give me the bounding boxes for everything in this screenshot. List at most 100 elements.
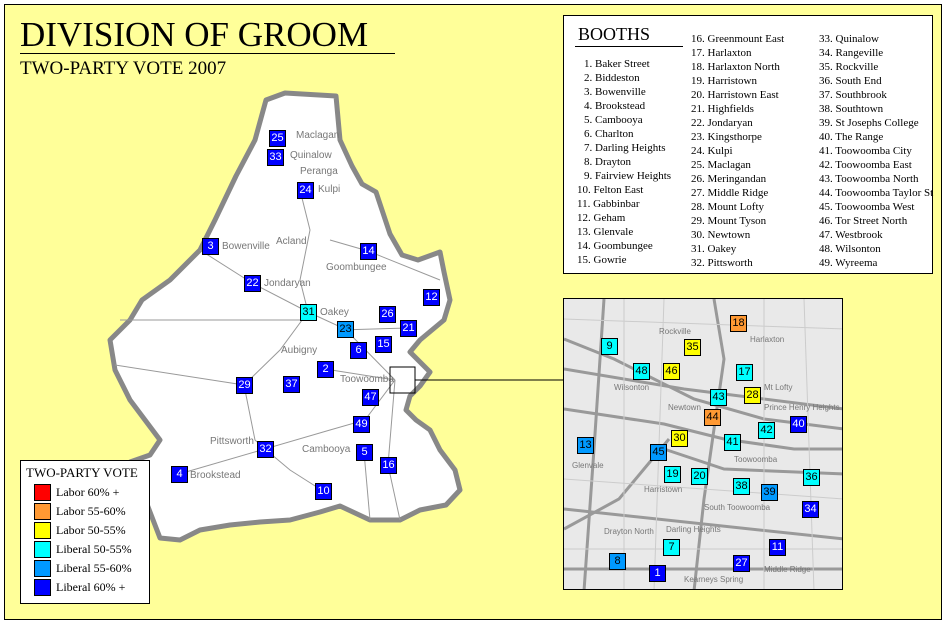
- booth-marker-19: 19: [664, 466, 681, 483]
- booth-list-item: 1. Baker Street: [584, 58, 650, 70]
- booth-list-item: 32. Pittsworth: [691, 257, 753, 269]
- booth-marker-18: 18: [730, 315, 747, 332]
- booth-list-item: 49. Wyreema: [819, 257, 878, 269]
- inset-map-markers: 18 9 35 48 46 17 28 43 44 42 40 30 41 13 45 19 20 38 39 36 3…: [564, 299, 842, 589]
- booth-marker-13: 13: [577, 437, 594, 454]
- booth-list-item: 43. Toowoomba North: [819, 173, 919, 185]
- legend-swatch: [34, 541, 51, 558]
- booth-marker-10: 10: [315, 483, 332, 500]
- inset-town-label: Kearneys Spring: [684, 575, 744, 584]
- booth-marker-35: 35: [684, 339, 701, 356]
- booth-marker-39: 39: [761, 484, 778, 501]
- booth-marker-24: 24: [297, 182, 314, 199]
- town-label: Bowenville: [222, 241, 270, 252]
- legend-label: Liberal 55-60%: [56, 561, 132, 575]
- booth-list-item: 27. Middle Ridge: [691, 187, 769, 199]
- booth-list-item: 21. Highfields: [691, 103, 754, 115]
- booth-list-item: 41. Toowoomba City: [819, 145, 912, 157]
- booth-marker-49: 49: [353, 416, 370, 433]
- town-label: Maclagan: [296, 130, 340, 141]
- booth-list-item: 2. Biddeston: [584, 72, 640, 84]
- booth-marker-40: 40: [790, 416, 807, 433]
- booth-marker-11: 11: [769, 539, 786, 556]
- booth-marker-29: 29: [236, 377, 253, 394]
- booth-list-item: 24. Kulpi: [691, 145, 733, 157]
- legend-label: Liberal 50-55%: [56, 542, 132, 556]
- booth-list-item: 29. Mount Tyson: [691, 215, 767, 227]
- legend-swatch: [34, 560, 51, 577]
- booth-list-item: 8. Drayton: [584, 156, 632, 168]
- legend: TWO-PARTY VOTE Labor 60% + Labor 55-60% La…: [20, 460, 150, 604]
- booth-list-item: 12. Geham: [577, 212, 626, 224]
- booth-marker-17: 17: [736, 364, 753, 381]
- legend-swatch: [34, 579, 51, 596]
- booth-list-item: 11. Gabbinbar: [577, 198, 640, 210]
- booth-marker-44: 44: [704, 409, 721, 426]
- inset-town-label: Drayton North: [604, 527, 654, 536]
- legend-swatch: [34, 484, 51, 501]
- town-label: Acland: [276, 236, 307, 247]
- booth-marker-4: 4: [171, 466, 188, 483]
- booth-list-item: 25. Maclagan: [691, 159, 751, 171]
- booth-list-item: 38. Southtown: [819, 103, 884, 115]
- booths-divider: [575, 46, 683, 47]
- booth-list-item: 5. Cambooya: [584, 114, 643, 126]
- booth-list-item: 31. Oakey: [691, 243, 737, 255]
- booth-list-item: 15. Gowrie: [577, 254, 627, 266]
- booth-marker-6: 6: [350, 342, 367, 359]
- booth-list-item: 19. Harristown: [691, 75, 757, 87]
- booths-title: BOOTHS: [578, 24, 651, 44]
- booth-list-item: 45. Toowoomba West: [819, 201, 915, 213]
- booth-marker-41: 41: [724, 434, 741, 451]
- page-title: DIVISION OF GROOM: [20, 15, 369, 54]
- booth-marker-43: 43: [710, 389, 727, 406]
- booth-list-item: 10. Felton East: [577, 184, 644, 196]
- town-label: Toowoomba: [340, 374, 394, 385]
- town-label: Peranga: [300, 166, 338, 177]
- legend-swatch: [34, 522, 51, 539]
- booth-list-item: 9. Fairview Heights: [584, 170, 672, 182]
- booth-marker-7: 7: [663, 539, 680, 556]
- booth-list-item: 35. Rockville: [819, 61, 879, 73]
- booth-marker-1: 1: [649, 565, 666, 582]
- inset-town-label: Harlaxton: [750, 335, 785, 344]
- town-label: Oakey: [320, 307, 349, 318]
- booth-list-item: 37. Southbrook: [819, 89, 887, 101]
- booth-list-item: 3. Bowenville: [584, 86, 646, 98]
- booth-marker-45: 45: [650, 444, 667, 461]
- town-label: Brookstead: [190, 470, 241, 481]
- legend-title: TWO-PARTY VOTE: [26, 465, 138, 480]
- booth-marker-8: 8: [609, 553, 626, 570]
- booth-list-item: 16. Greenmount East: [691, 33, 785, 45]
- booth-list-item: 39. St Josephs College: [819, 117, 919, 129]
- title-divider: [20, 53, 395, 54]
- inset-town-label: Glenvale: [572, 461, 604, 470]
- booth-list-item: 33. Quinalow: [819, 33, 879, 45]
- booths-panel: BOOTHS 1. Baker Street 2. Biddeston 3. Bow…: [563, 15, 933, 274]
- booth-list-item: 46. Tor Street North: [819, 215, 908, 227]
- booth-marker-27: 27: [733, 555, 750, 572]
- inset-town-label: Rockville: [659, 327, 692, 336]
- booth-marker-2: 2: [317, 361, 334, 378]
- booth-marker-32: 32: [257, 441, 274, 458]
- legend-swatch: [34, 503, 51, 520]
- town-label: Quinalow: [290, 150, 332, 161]
- legend-label: Labor 50-55%: [56, 523, 126, 537]
- inset-town-labels: Harlaxton Rockville Wilsonton Newtown Mt Lof…: [564, 299, 842, 589]
- booth-list-item: 42. Toowoomba East: [819, 159, 912, 171]
- division-boundary: [107, 90, 463, 543]
- booth-marker-16: 16: [380, 457, 397, 474]
- town-label: Aubigny: [281, 345, 318, 356]
- booth-list-item: 4. Brookstead: [584, 100, 646, 112]
- booth-marker-23: 23: [337, 321, 354, 338]
- inset-town-label: Prince Henry Heights: [764, 403, 840, 412]
- booth-marker-34: 34: [802, 501, 819, 518]
- booth-list-item: 23. Kingsthorpe: [691, 131, 762, 143]
- booth-marker-20: 20: [691, 468, 708, 485]
- booth-list-item: 30. Newtown: [691, 229, 751, 241]
- booth-marker-9: 9: [601, 338, 618, 355]
- legend-label: Labor 55-60%: [56, 504, 126, 518]
- booth-list-item: 20. Harristown East: [691, 89, 779, 101]
- booth-list-item: 22. Jondaryan: [691, 117, 753, 129]
- town-label: Kulpi: [318, 184, 341, 195]
